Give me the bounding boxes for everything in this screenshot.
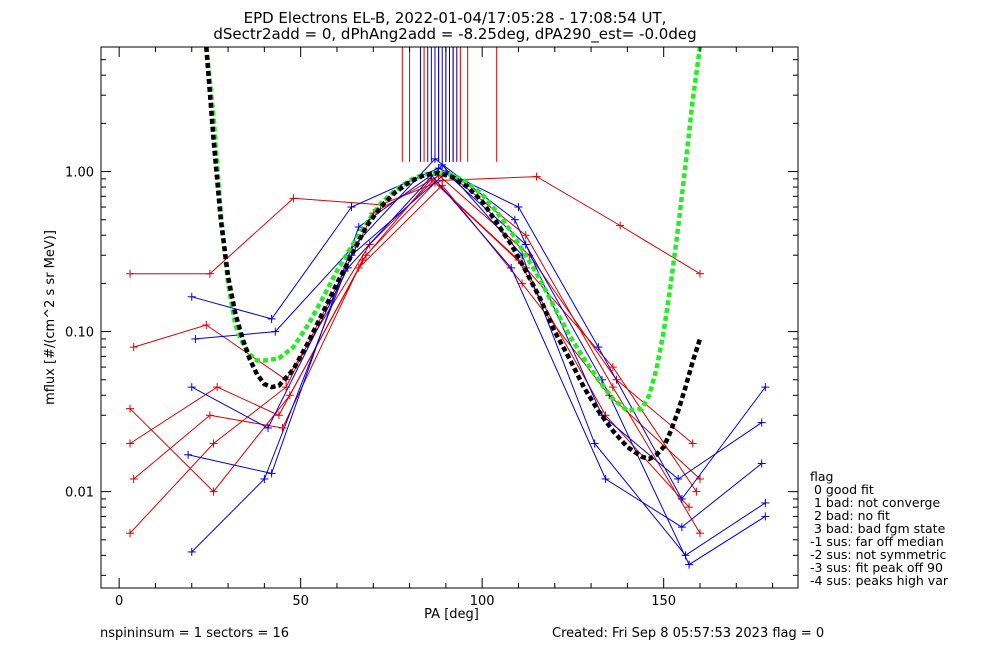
data-point [761,498,770,507]
data-point [202,320,211,329]
fit-curve-black [204,47,703,462]
series-line [195,158,762,480]
series-line [129,170,701,534]
data-point [126,529,135,538]
data-point [278,423,287,432]
y-tick-label: 1.00 [65,166,94,181]
data-point [267,314,276,323]
data-point [430,154,439,163]
data-point [260,474,269,483]
data-point [187,383,196,392]
data-point [184,450,193,459]
data-point [590,439,599,448]
data-point [263,423,272,432]
data-point [518,279,527,288]
legend-item: 2 bad: no fit [810,508,890,523]
data-point [271,327,280,336]
data-point [761,512,770,521]
fit-layer [204,47,703,462]
data-point [695,529,704,538]
data-point [677,494,686,503]
data-point [126,269,135,278]
plot-frame [100,46,799,589]
series-layer [126,47,770,569]
series-line [133,174,694,444]
footer-right: Created: Fri Sep 8 05:57:53 2023 flag = … [552,626,825,641]
series-line [191,167,766,500]
legend-item: -1 sus: far off median [810,534,944,549]
data-point [608,363,617,372]
data-point [126,439,135,448]
data-point [521,231,530,240]
data-point [274,411,283,420]
data-point [616,221,625,230]
data-point [594,343,603,352]
data-point [608,383,617,392]
data-point [692,487,701,496]
data-point [213,383,222,392]
series-line [130,176,701,275]
data-point [129,343,138,352]
data-point [761,383,770,392]
data-point [187,292,196,301]
data-point [677,523,686,532]
data-point [757,418,766,427]
legend-item: -4 sus: peaks high var [810,573,949,588]
data-point [514,203,523,212]
data-point [688,439,697,448]
legend-item: 0 good fit [810,482,874,497]
legend-item: 3 bad: bad fgm state [810,521,946,536]
legend-item: 1 bad: not converge [810,495,941,510]
y-tick-label: 0.01 [65,486,94,501]
data-point [267,469,276,478]
data-point [695,269,704,278]
data-point [289,194,298,203]
chart-title: EPD Electrons EL-B, 2022-01-04/17:05:28 … [243,9,667,27]
y-axis-label: mflux [#/(cm^2 s sr MeV)] [43,230,58,405]
data-point [209,439,218,448]
data-point [129,474,138,483]
series-line [191,164,766,556]
data-point [126,404,135,413]
legend-title: flag [810,469,834,484]
x-axis-label: PA [deg] [424,607,479,622]
chart-subtitle: dSectr2add = 0, dPhAng2add = -8.25deg, d… [213,25,697,43]
data-point [521,240,530,249]
series-line [129,184,701,480]
data-point [347,203,356,212]
x-tick-label: 0 [115,594,123,609]
data-point [187,547,196,556]
data-point [685,560,694,569]
series-line [187,174,763,528]
data-point [674,474,683,483]
data-point [209,487,218,496]
data-point [205,269,214,278]
legend-item: -2 sus: not symmetric [810,547,947,562]
series-line [133,178,690,508]
data-point [601,474,610,483]
y-tick-label: 0.10 [65,326,94,341]
data-point [358,256,367,265]
data-point [191,334,200,343]
x-tick-label: 50 [292,594,309,609]
data-point [205,411,214,420]
axes-layer: 0 50 100 150 0.01 0.10 1.00 PA [deg] mflux [#/(c… [43,46,799,622]
x-tick-label: 150 [651,594,676,609]
footer-left: nspininsum = 1 sectors = 16 [100,626,289,641]
data-point [438,160,447,169]
data-point [507,263,516,272]
data-point [532,172,541,181]
data-point [685,503,694,512]
x-tick-label: 100 [470,594,495,609]
data-point [510,215,519,224]
legend-item: -3 sus: fit peak off 90 [810,560,943,575]
data-point [757,459,766,468]
